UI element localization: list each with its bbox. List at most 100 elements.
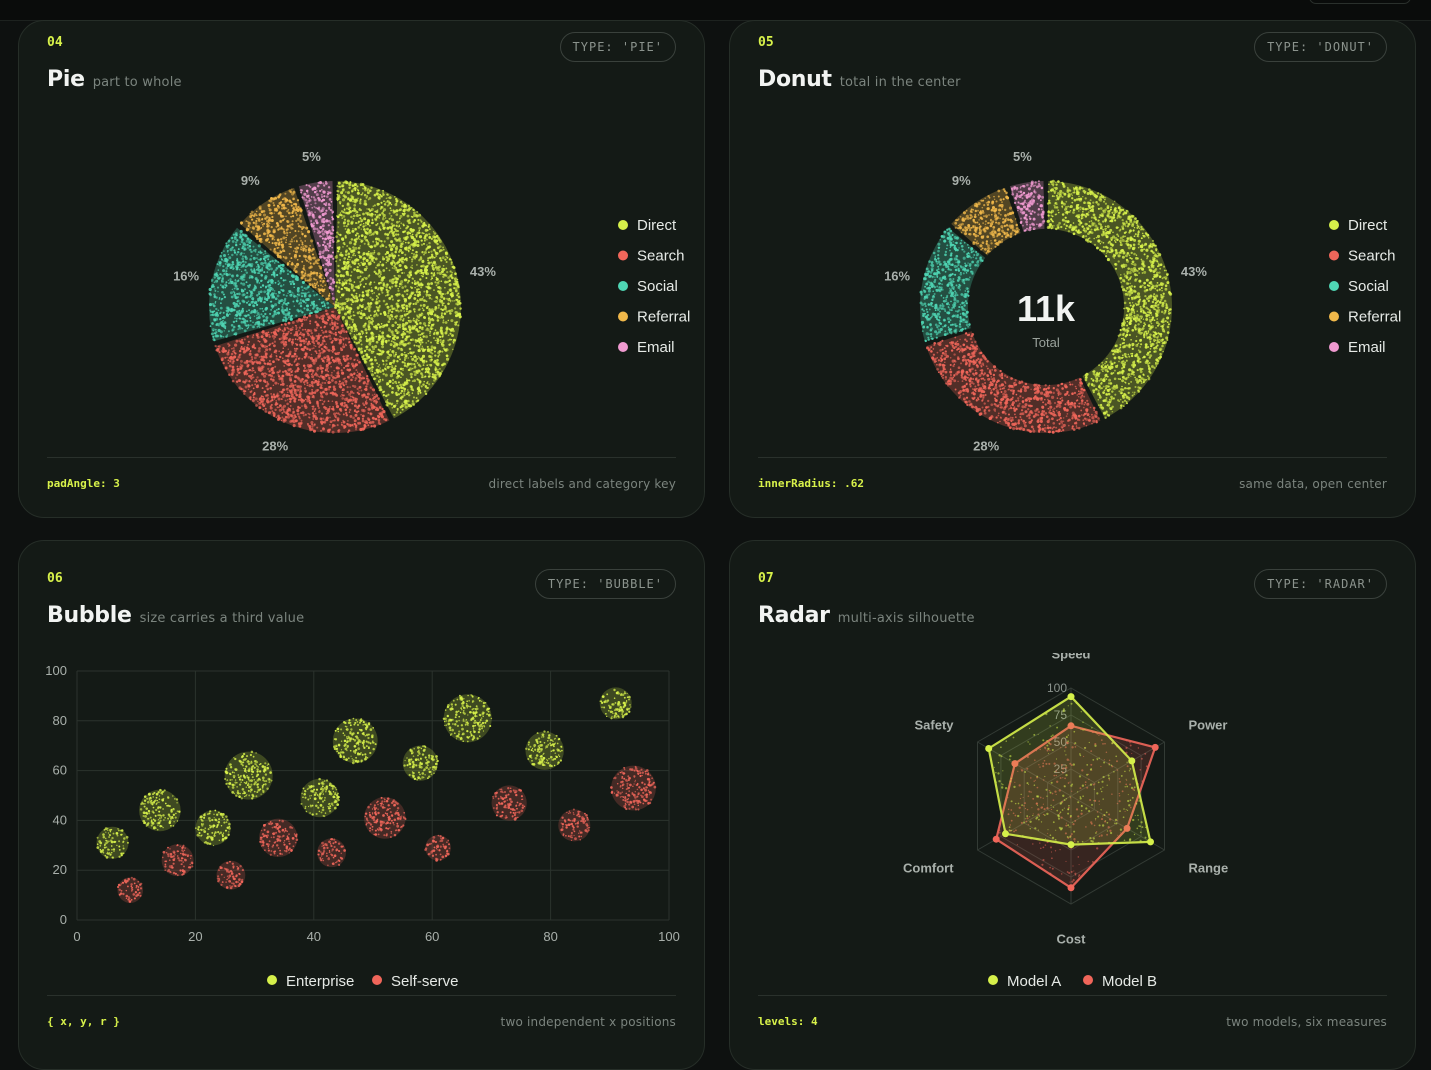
legend-social: Social [1329, 278, 1389, 295]
radar-model-a [985, 693, 1154, 849]
donut-card: 05 Donut total in the center TYPE: 'DONUT… [729, 20, 1416, 518]
bubble-enterprise [96, 826, 129, 859]
slice-direct [334, 180, 462, 419]
bubble-enterprise [402, 745, 439, 781]
bubble-card: 06 Bubble size carries a third value TYPE… [18, 540, 705, 1070]
bubble-self-serve [116, 876, 144, 903]
legend-social: Social [618, 278, 678, 295]
slice-label: 28% [262, 439, 288, 454]
card-title: Radar multi-axis silhouette [758, 603, 975, 628]
bubble-enterprise [224, 750, 273, 800]
bubble-enterprise [442, 694, 493, 743]
axis-label: Range [1188, 860, 1228, 875]
card-subtitle: multi-axis silhouette [837, 611, 975, 626]
slice-label: 5% [1013, 149, 1032, 164]
card-number: 06 [47, 571, 63, 586]
x-tick-label: 60 [425, 929, 439, 944]
card-title-text: Bubble [47, 603, 132, 628]
type-badge: TYPE: 'BUBBLE' [534, 569, 676, 599]
slice-direct [1046, 179, 1173, 419]
legend-self-serve: Self-serve [372, 973, 459, 990]
bubble-chart: 0 20 40 60 80 100 0 20 40 60 80 100 Enterprise Self-s… [45, 663, 680, 990]
y-tick-label: 40 [53, 812, 67, 827]
x-tick-label: 20 [188, 929, 202, 944]
radar-chart: SpeedPowerRangeCostComfortSafety25507510… [903, 653, 1228, 990]
slice-social [208, 227, 335, 342]
card-subtitle: total in the center [839, 75, 961, 90]
card-subtitle: part to whole [92, 75, 182, 90]
card-subtitle: size carries a third value [139, 611, 305, 626]
card-title-text: Pie [47, 67, 85, 92]
type-badge: TYPE: 'PIE' [559, 32, 676, 62]
footer-note: two models, six measures [1226, 1015, 1387, 1029]
top-bar [0, 0, 1431, 21]
level-label: 25 [1054, 762, 1068, 776]
type-badge: TYPE: 'DONUT' [1254, 32, 1387, 62]
legend-search: Search [618, 248, 685, 265]
slice-label: 43% [1181, 264, 1207, 279]
legend-model-b: Model B [1083, 973, 1157, 990]
bubble-self-serve [317, 838, 346, 868]
slice-social [919, 227, 986, 343]
bubble-self-serve [558, 808, 591, 842]
legend-email: Email [618, 339, 675, 356]
slice-label: 28% [973, 439, 999, 454]
y-tick-label: 60 [53, 763, 67, 778]
center-label: Total [1032, 335, 1060, 350]
slice-referral [240, 187, 335, 307]
x-tick-label: 100 [658, 929, 680, 944]
card-divider [47, 995, 676, 996]
card-number: 05 [758, 35, 774, 50]
y-tick-label: 100 [45, 663, 67, 678]
slice-referral [951, 187, 1021, 256]
bubble-self-serve [161, 844, 194, 877]
legend-referral: Referral [618, 309, 690, 326]
footer-code: levels: 4 [758, 1015, 818, 1028]
donut-chart: 43% 28% 16% 9% 5% 11k Total Direct Search Social R… [884, 149, 1401, 454]
slice-label: 9% [241, 173, 260, 188]
axis-label: Safety [915, 718, 955, 733]
x-tick-label: 40 [307, 929, 321, 944]
footer-note: direct labels and category key [488, 477, 676, 491]
card-divider [758, 457, 1387, 458]
slice-label: 5% [302, 149, 321, 164]
x-tick-label: 0 [73, 929, 80, 944]
level-label: 100 [1047, 681, 1067, 695]
slice-search [926, 331, 1101, 434]
card-divider [47, 457, 676, 458]
axis-label: Power [1188, 718, 1227, 733]
bubble-enterprise [599, 687, 632, 720]
card-divider [758, 995, 1387, 996]
bubble-self-serve [259, 818, 299, 858]
bubble-enterprise [525, 730, 564, 770]
slice-email [298, 180, 336, 307]
card-title-text: Radar [758, 603, 830, 628]
slice-search [214, 307, 390, 434]
footer-note: two independent x positions [500, 1015, 676, 1029]
slice-label: 16% [884, 268, 910, 283]
footer-code: padAngle: 3 [47, 477, 120, 490]
y-tick-label: 20 [53, 862, 67, 877]
pie-card: 04 Pie part to whole TYPE: 'PIE' 43% 28% 16… [18, 20, 705, 518]
bubble-self-serve [216, 860, 246, 890]
card-title: Pie part to whole [47, 67, 182, 92]
y-tick-label: 80 [53, 713, 67, 728]
legend-model-a: Model A [988, 973, 1061, 990]
axis-label: Comfort [903, 860, 954, 875]
slice-label: 43% [470, 264, 496, 279]
y-tick-label: 0 [60, 912, 67, 927]
card-title-text: Donut [758, 67, 832, 92]
slice-email [1009, 180, 1046, 233]
radar-model-b [992, 722, 1159, 892]
legend-direct: Direct [618, 217, 677, 234]
footer-code: innerRadius: .62 [758, 477, 864, 490]
top-bar-pill [1309, 0, 1411, 4]
card-title: Bubble size carries a third value [47, 603, 304, 628]
pie-chart: 43% 28% 16% 9% 5% Direct Search Social Referral E… [173, 149, 690, 454]
card-number: 04 [47, 35, 63, 50]
type-badge: TYPE: 'RADAR' [1254, 569, 1387, 599]
bubble-enterprise [194, 809, 231, 847]
bubble-enterprise [300, 777, 340, 818]
bubble-enterprise [139, 788, 181, 832]
bubble-self-serve [424, 834, 451, 862]
